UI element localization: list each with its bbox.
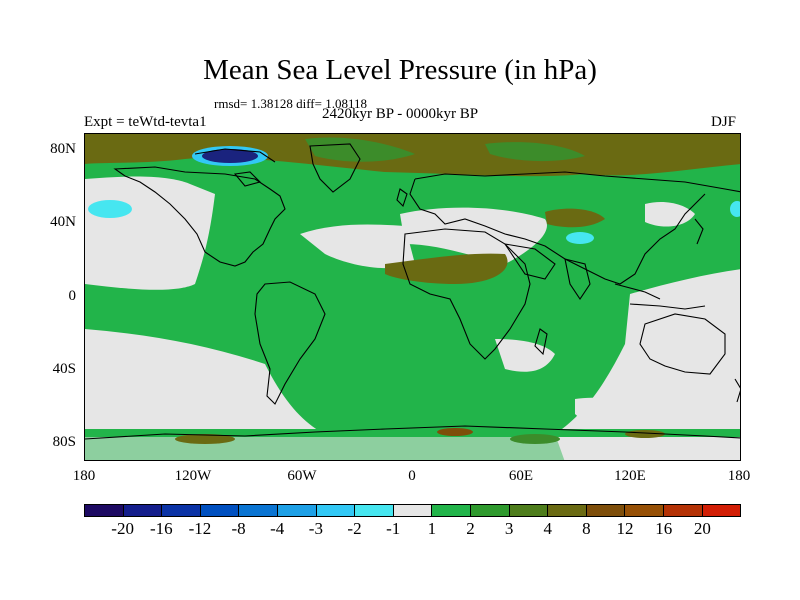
lat-label: 0 [68, 288, 77, 304]
lat-label: 80N [50, 141, 76, 157]
colorbar-label: 1 [427, 519, 437, 538]
colorbar-box [663, 505, 703, 516]
colorbar-label: 3 [504, 519, 514, 538]
experiment-label: Expt = teWtd-tevta1 [84, 114, 207, 130]
colorbar-label: -16 [149, 519, 173, 538]
colorbar-label: -12 [188, 519, 212, 538]
lon-label: 180 [727, 468, 751, 484]
season-label: DJF [711, 114, 737, 130]
colorbar-label: -3 [308, 519, 323, 538]
colorbar-box [85, 505, 124, 516]
lat-label: 40N [50, 214, 76, 230]
colorbar-label: -4 [270, 519, 285, 538]
field-antarctic [85, 428, 740, 444]
lon-label: 60E [508, 468, 534, 484]
colorbar-label: 16 [655, 519, 673, 538]
lat-label: 80S [52, 434, 76, 450]
field-brown [85, 134, 740, 284]
colorbar-box [432, 505, 471, 516]
colorbar-label: -8 [231, 519, 246, 538]
colorbar [84, 504, 741, 517]
colorbar-box [123, 505, 163, 516]
lon-label: 180 [72, 468, 96, 484]
field-olive [305, 137, 585, 162]
lat-label: 40S [52, 361, 76, 377]
colorbar-label: 8 [582, 519, 591, 538]
colorbar-label: 20 [693, 519, 711, 538]
colorbar-label: 12 [616, 519, 634, 538]
lon-label: 60W [287, 468, 317, 484]
colorbar-box [470, 505, 510, 516]
coastlines [85, 143, 740, 440]
map-svg [85, 134, 740, 460]
colorbar-label: -1 [386, 519, 401, 538]
lon-label: 120E [614, 468, 646, 484]
colorbar-box [586, 505, 626, 516]
colorbar-box [393, 505, 433, 516]
colorbar-box [355, 505, 394, 516]
map-panel [84, 133, 741, 461]
colorbar-label: 2 [466, 519, 475, 538]
colorbar-box [200, 505, 240, 516]
colorbar-box [548, 505, 587, 516]
colorbar-label: -2 [347, 519, 362, 538]
colorbar-box [277, 505, 317, 516]
colorbar-box [162, 505, 201, 516]
period-label: 2420kyr BP - 0000kyr BP [322, 106, 479, 122]
colorbar-box [625, 505, 664, 516]
colorbar-label: 4 [543, 519, 553, 538]
colorbar-box [702, 505, 741, 516]
stats-label: rmsd= 1.38128 diff= 1.08118 [214, 96, 367, 111]
colorbar-label: -20 [111, 519, 134, 538]
colorbar-box [239, 505, 278, 516]
plot-title: Mean Sea Level Pressure (in hPa) [203, 54, 597, 86]
lon-label: 0 [408, 468, 416, 484]
colorbar-box [509, 505, 549, 516]
lon-label: 120W [174, 468, 212, 484]
colorbar-box [316, 505, 356, 516]
